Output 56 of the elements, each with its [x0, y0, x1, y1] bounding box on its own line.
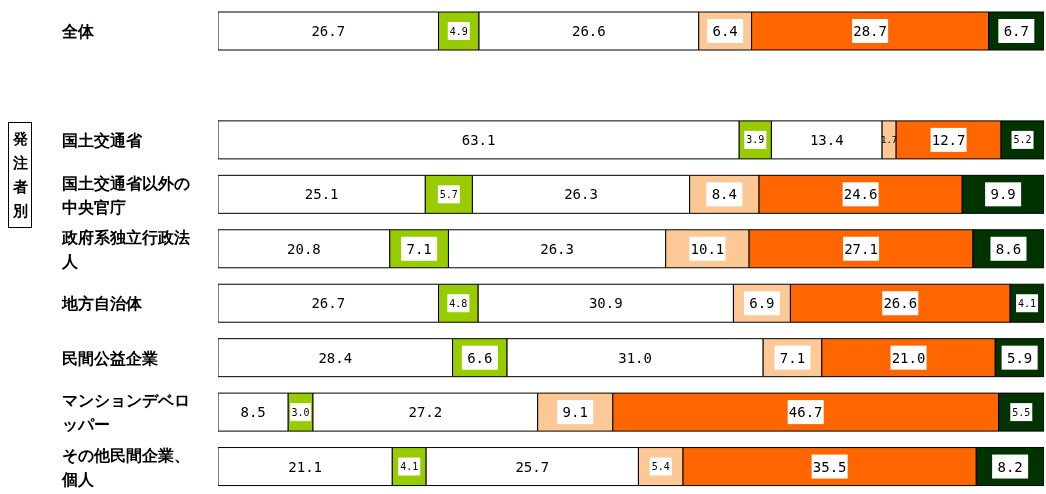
data-label: 28.7: [853, 23, 887, 39]
data-label: 8.5: [240, 404, 266, 421]
data-label: 26.3: [564, 186, 598, 203]
data-label: 8.4: [711, 186, 737, 203]
data-label: 4.1: [400, 461, 419, 473]
text: 発注者別: [11, 129, 29, 221]
data-label: 26.7: [311, 23, 346, 39]
data-label: 25.1: [304, 186, 339, 203]
data-label: 28.4: [318, 349, 353, 366]
data-label: 9.9: [990, 186, 1016, 203]
data-label: 26.3: [540, 240, 574, 257]
data-label: 7.1: [406, 240, 432, 257]
data-label: 26.7: [311, 295, 346, 312]
data-label: 5.2: [1013, 134, 1032, 146]
y-tick-label: 国土交通省以外の中央官庁: [62, 173, 190, 216]
data-label: 12.7: [931, 131, 966, 148]
data-label: 6.7: [1003, 23, 1029, 39]
data-label: 5.4: [651, 461, 670, 473]
data-label: 26.6: [572, 23, 606, 39]
y-tick-label: 政府系独立行政法人: [61, 227, 190, 270]
data-label: 63.1: [461, 131, 496, 148]
data-label: 24.6: [843, 186, 878, 203]
data-label: 21.1: [288, 458, 322, 475]
data-label: 4.8: [449, 297, 468, 309]
data-label: 13.4: [809, 131, 844, 148]
data-label: 3.9: [746, 134, 765, 146]
y-tick-label: マンションデベロッパー: [62, 391, 190, 433]
data-label: 25.7: [515, 458, 550, 475]
y-tick-label: 民間公益企業: [62, 349, 158, 367]
data-label: 5.5: [1012, 406, 1031, 418]
data-label: 6.9: [749, 295, 775, 312]
data-label: 8.2: [997, 458, 1023, 475]
y-tick-label: その他民間企業、個人: [61, 446, 190, 488]
y-tick-label: 国土交通省: [62, 130, 143, 149]
y-tick-label: 全体: [61, 22, 95, 40]
data-label: 6.4: [712, 23, 738, 39]
data-label: 8.6: [995, 240, 1022, 257]
data-label: 20.8: [287, 240, 321, 257]
data-label: 46.7: [788, 404, 823, 421]
data-label: 30.9: [588, 295, 623, 312]
data-label: 31.0: [618, 349, 652, 366]
data-label: 5.9: [1006, 349, 1033, 366]
data-label: 3.0: [291, 406, 310, 418]
data-label: 21.0: [891, 349, 926, 366]
data-label: 6.6: [467, 349, 493, 366]
data-label: 10.1: [690, 240, 725, 257]
data-label: 35.5: [812, 458, 847, 475]
data-label: 4.1: [1018, 297, 1037, 309]
data-label: 7.1: [779, 349, 806, 366]
data-label: 5.7: [439, 188, 458, 200]
data-label: 27.1: [844, 240, 878, 257]
y-tick-label: 地方自治体: [61, 293, 143, 312]
data-label: 9.1: [562, 404, 588, 421]
data-label: 26.6: [883, 295, 918, 312]
data-label: 27.2: [408, 404, 443, 421]
data-label: 4.9: [449, 25, 468, 37]
